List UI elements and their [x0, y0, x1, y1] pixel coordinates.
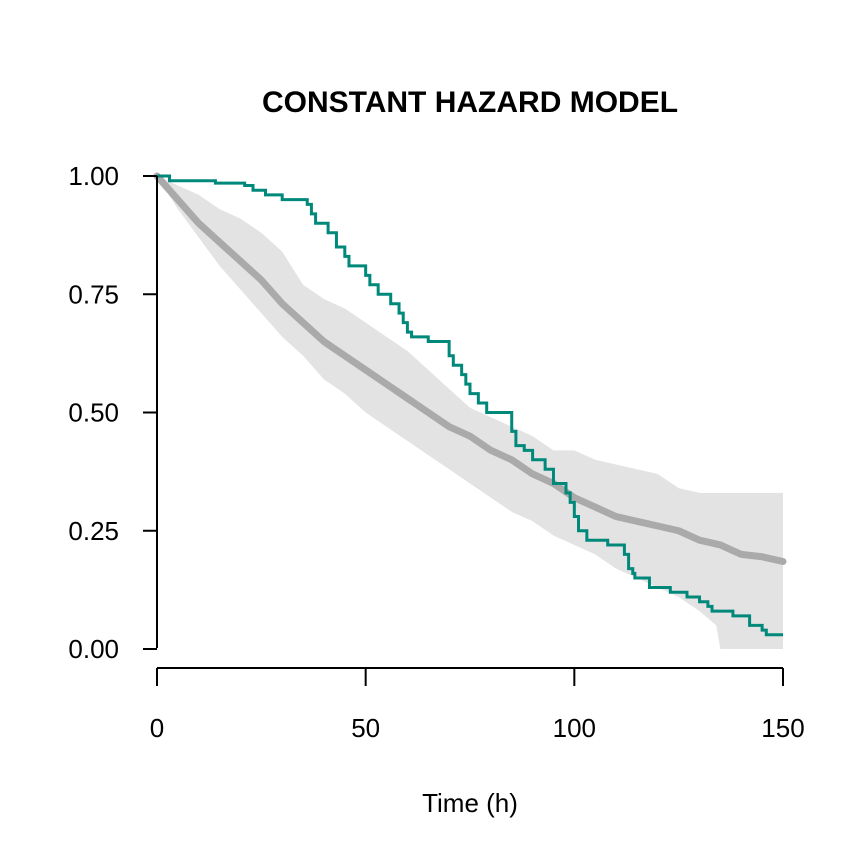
- plot-area: [153, 172, 787, 649]
- x-tick-label: 50: [351, 713, 380, 743]
- x-tick-label: 100: [553, 713, 596, 743]
- y-tick-label: 0.00: [68, 634, 119, 664]
- y-tick-label: 0.25: [68, 516, 119, 546]
- x-tick-label: 0: [150, 713, 164, 743]
- y-tick-label: 0.50: [68, 398, 119, 428]
- x-tick-label: 150: [761, 713, 804, 743]
- x-axis-title: Time (h): [422, 788, 518, 818]
- model-confidence-band: [157, 176, 783, 649]
- model-survival-line: [153, 172, 787, 565]
- chart-title: CONSTANT HAZARD MODEL: [262, 86, 678, 119]
- observed-survival-step: [157, 174, 783, 637]
- y-tick-label: 0.75: [68, 279, 119, 309]
- x-axis: 0 50 100 150: [150, 668, 805, 743]
- y-axis: 0.00 0.25 0.50 0.75 1.00: [68, 161, 157, 664]
- y-tick-label: 1.00: [68, 161, 119, 191]
